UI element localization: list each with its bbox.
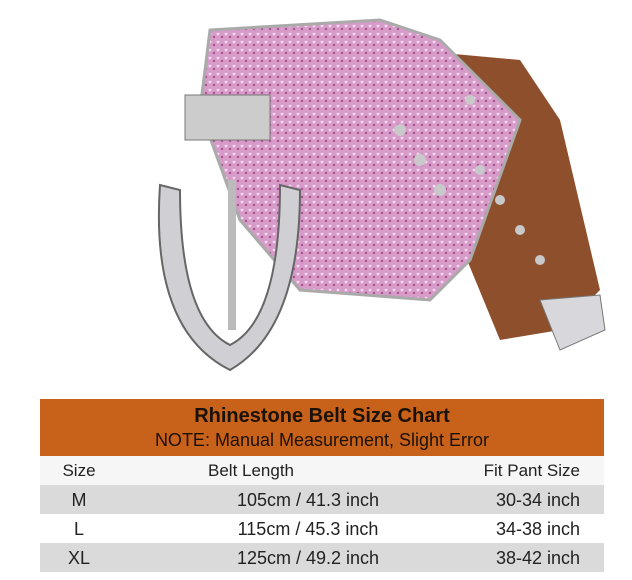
- table-row: M 105cm / 41.3 inch 30-34 inch: [40, 485, 604, 514]
- belt-product-image: [157, 18, 606, 372]
- table-row: L 115cm / 45.3 inch 34-38 inch: [40, 514, 604, 543]
- cell-length: 115cm / 45.3 inch: [237, 519, 379, 539]
- cell-length: 105cm / 41.3 inch: [236, 490, 380, 510]
- table-row: XL 125cm / 49.2 inch 38-42 inch: [40, 543, 604, 572]
- belt-tip: [539, 294, 606, 351]
- cell-length: 125cm / 49.2 inch: [236, 548, 380, 568]
- cell-size: M: [71, 490, 87, 510]
- cell-pant: 34-38 inch: [495, 519, 580, 539]
- col-length-header: Belt Length: [208, 461, 295, 480]
- chart-title: Rhinestone Belt Size Chart: [194, 405, 450, 427]
- cell-pant: 38-42 inch: [495, 548, 580, 568]
- col-pant-header: Fit Pant Size: [483, 461, 580, 480]
- chart-note: NOTE: Manual Measurement, Slight Error: [154, 430, 490, 450]
- cell-size: L: [73, 519, 84, 539]
- cell-size: XL: [67, 548, 91, 568]
- cell-pant: 30-34 inch: [495, 490, 580, 510]
- table-header-row: Size Belt Length Fit Pant Size: [40, 456, 604, 485]
- belt-buckle: [157, 183, 302, 372]
- chart-header-band: Rhinestone Belt Size Chart NOTE: Manual …: [40, 399, 604, 456]
- col-size-header: Size: [62, 461, 96, 480]
- size-chart-table: Rhinestone Belt Size Chart NOTE: Manual …: [40, 399, 604, 572]
